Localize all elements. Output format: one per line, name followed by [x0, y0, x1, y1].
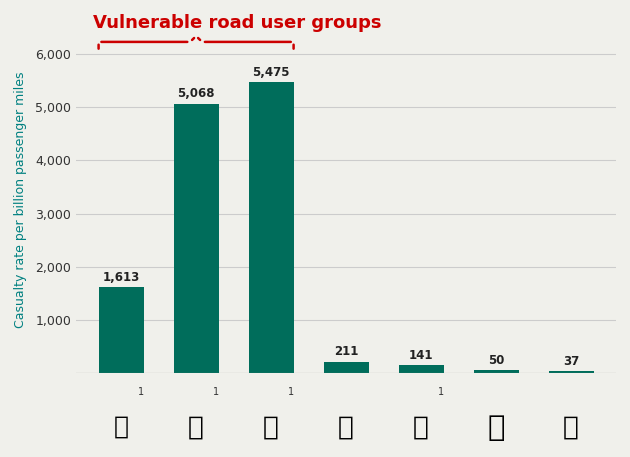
Bar: [399, 366, 444, 373]
Text: 211: 211: [334, 345, 358, 358]
Bar: [174, 104, 219, 373]
Bar: [249, 82, 294, 373]
Text: 🚗: 🚗: [338, 414, 354, 441]
Text: 141: 141: [409, 349, 433, 362]
Text: 1: 1: [287, 387, 294, 397]
Text: 🚶: 🚶: [113, 414, 129, 438]
Text: 37: 37: [563, 355, 579, 368]
Bar: [474, 370, 518, 373]
Text: 1: 1: [212, 387, 219, 397]
Text: 1: 1: [438, 387, 444, 397]
Text: 5,068: 5,068: [177, 87, 215, 101]
Text: 1,613: 1,613: [103, 271, 140, 284]
Y-axis label: Casualty rate per billion passenger miles: Casualty rate per billion passenger mile…: [14, 72, 27, 329]
Bar: [324, 361, 369, 373]
Text: 50: 50: [488, 354, 504, 367]
Bar: [549, 371, 593, 373]
Text: 🏍: 🏍: [263, 414, 279, 441]
Text: 🚌: 🚌: [413, 414, 429, 441]
Text: 🚴: 🚴: [188, 414, 204, 441]
Text: 🚐: 🚐: [488, 414, 505, 442]
Text: 🚚: 🚚: [563, 414, 579, 441]
Text: 1: 1: [137, 387, 144, 397]
Text: Vulnerable road user groups: Vulnerable road user groups: [93, 14, 382, 32]
Bar: [98, 287, 144, 373]
Text: 5,475: 5,475: [253, 66, 290, 79]
